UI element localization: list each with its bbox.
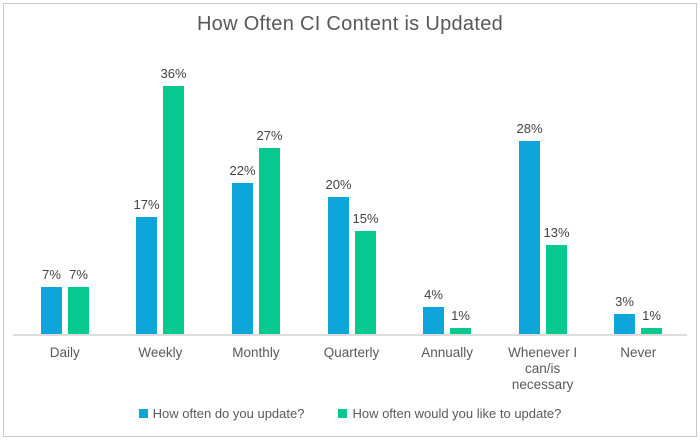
bar-annually-series-1 [423, 307, 444, 335]
x-axis-label: Daily [49, 345, 80, 360]
x-axis-label: Annually [421, 345, 473, 360]
x-axis-label: Weekly [138, 345, 183, 360]
bar-value-label-monthly-series-1: 22% [229, 163, 256, 178]
bar-daily-series-2 [68, 287, 89, 335]
legend-swatch-blue [138, 409, 148, 418]
bar-value-label-daily-series-2: 7% [69, 267, 88, 282]
bar-quarterly-series-1 [328, 197, 349, 335]
bar-value-label-daily-series-1: 7% [42, 267, 61, 282]
bar-daily-series-1 [41, 287, 62, 335]
bar-never-series-1 [614, 314, 635, 335]
legend-swatch-green [338, 409, 348, 418]
bar-weekly-series-1 [136, 217, 157, 335]
x-axis-label: Quarterly [323, 345, 380, 360]
legend: How often do you update? How often would… [0, 406, 700, 421]
bar-monthly-series-2 [259, 148, 280, 335]
x-axis-label: Never [620, 345, 657, 360]
x-axis-line [13, 334, 687, 336]
x-axis-label: Whenever I can/is necessary [508, 345, 578, 392]
bar-whenever-i-can-is-necessary-series-1 [519, 141, 540, 335]
bar-value-label-quarterly-series-1: 20% [325, 177, 352, 192]
bar-value-label-quarterly-series-2: 15% [352, 211, 379, 226]
x-axis-label: Monthly [232, 345, 280, 360]
bar-value-label-weekly-series-1: 17% [133, 197, 160, 212]
bar-value-label-annually-series-1: 4% [424, 287, 443, 302]
bar-monthly-series-1 [232, 183, 253, 335]
bar-value-label-never-series-1: 3% [615, 294, 634, 309]
chart-frame [3, 3, 697, 437]
bar-value-label-never-series-2: 1% [642, 308, 661, 323]
bar-value-label-weekly-series-2: 36% [160, 66, 187, 81]
legend-label-series-2: How often would you like to update? [352, 406, 562, 421]
bar-value-label-annually-series-2: 1% [451, 308, 470, 323]
bar-quarterly-series-2 [355, 231, 376, 335]
chart-title: How Often CI Content is Updated [196, 13, 504, 35]
bar-whenever-i-can-is-necessary-series-2 [546, 245, 567, 335]
bar-never-series-2 [641, 328, 662, 335]
x-axis-labels: Daily Weekly Monthly Quarterly Annually Whene… [17, 345, 686, 393]
bar-value-label-whenever-i-can-is-necessary-series-1: 28% [516, 121, 543, 136]
bar-annually-series-2 [450, 328, 471, 335]
legend-item-series-2: How often would you like to update? [338, 406, 561, 421]
bar-weekly-series-2 [163, 86, 184, 335]
plot-area: 7% 7% 17% 36% 22% 27% 20% 15% 4% 1% 28% 13% 3% 1% [17, 50, 686, 335]
bar-value-label-whenever-i-can-is-necessary-series-2: 13% [543, 225, 570, 240]
legend-item-series-1: How often do you update? [138, 406, 305, 421]
bar-value-label-monthly-series-2: 27% [256, 128, 283, 143]
legend-label-series-1: How often do you update? [152, 406, 305, 421]
